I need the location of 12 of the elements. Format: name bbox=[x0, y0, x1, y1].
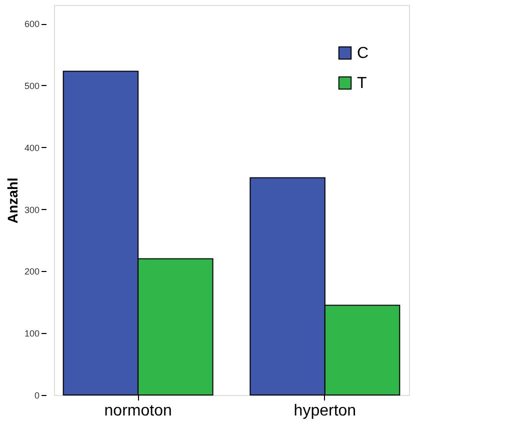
y-tick-label: 200 bbox=[24, 266, 40, 277]
y-tick-label: 600 bbox=[24, 19, 40, 30]
y-tick-label: 500 bbox=[24, 80, 40, 91]
y-tick-label: 0 bbox=[34, 390, 40, 400]
y-axis-title: Anzahl bbox=[4, 178, 20, 224]
x-tick-label: normoton bbox=[104, 402, 172, 420]
x-tick-label: hyperton bbox=[294, 402, 356, 420]
legend-label: C bbox=[357, 45, 369, 62]
legend-label: T bbox=[357, 75, 367, 92]
y-tick-label: 100 bbox=[24, 328, 40, 339]
y-tick-label: 400 bbox=[24, 142, 40, 153]
y-tick-label: 300 bbox=[24, 204, 40, 215]
